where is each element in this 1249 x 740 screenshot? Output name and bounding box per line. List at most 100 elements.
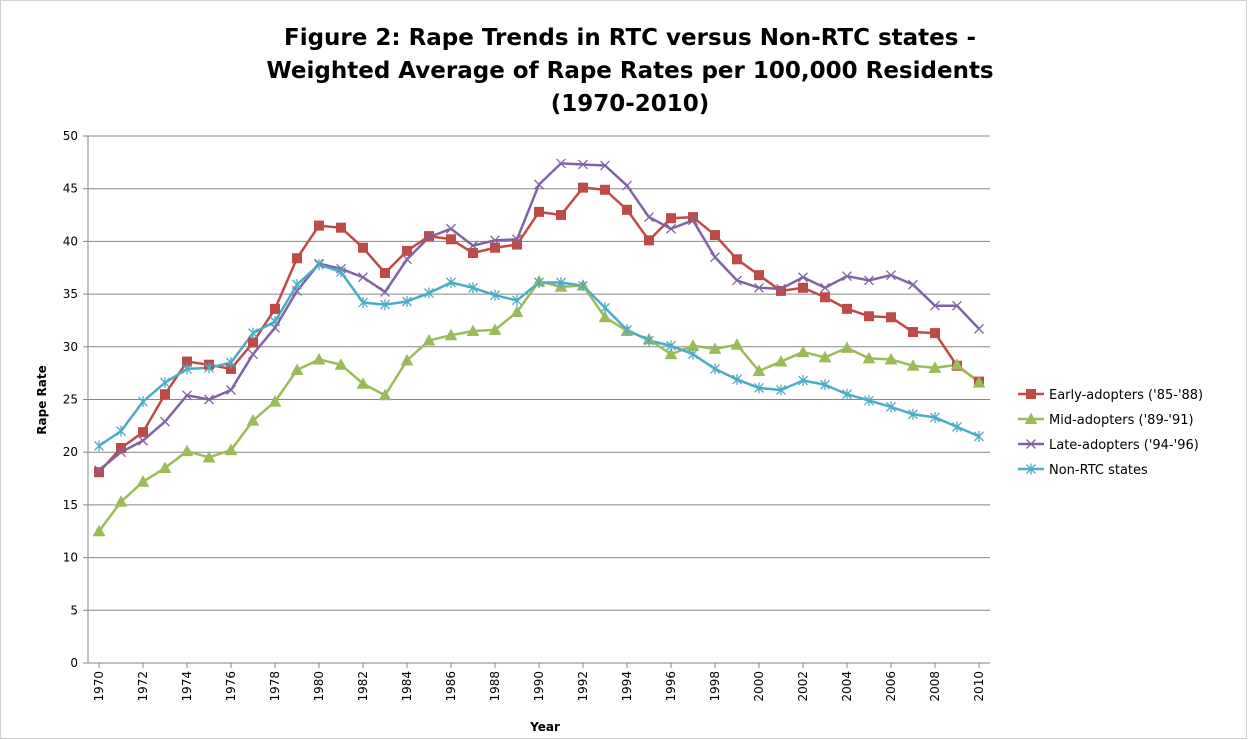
x-tick-label: 1984 [400,671,414,702]
marker [600,160,610,171]
marker [798,272,808,283]
marker [116,425,126,437]
marker [732,275,742,286]
marker [138,427,148,438]
marker [666,223,676,234]
y-tick-label: 20 [63,445,78,459]
y-axis-title: Rape Rate [35,365,49,434]
marker [400,353,414,366]
marker [424,232,434,243]
marker [290,363,304,375]
marker [180,444,194,457]
x-tick-label: 1974 [180,671,194,702]
marker [908,327,918,338]
marker [710,252,720,263]
chart-title: Weighted Average of Rape Rates per 100,0… [266,58,993,84]
marker [466,324,480,336]
marker [688,348,698,360]
marker [402,245,412,256]
marker [908,279,918,290]
marker [928,361,942,373]
marker [116,442,126,453]
marker [358,297,368,309]
marker [226,385,236,395]
y-tick-label: 40 [63,234,78,248]
marker [314,259,324,271]
marker [884,352,898,365]
marker [534,277,544,289]
marker [446,234,456,245]
marker [512,294,522,306]
marker [446,277,456,289]
marker [380,287,390,297]
marker [842,303,852,314]
marker [886,401,896,413]
marker [754,270,764,281]
y-tick-label: 5 [70,603,78,617]
marker [138,435,148,446]
marker [930,328,940,339]
marker [248,337,258,348]
marker [510,305,524,318]
marker [512,239,522,250]
marker [358,272,368,283]
marker [1026,439,1036,449]
x-tick-label: 2006 [884,671,898,702]
marker [886,312,896,323]
marker [666,213,676,224]
marker [774,355,788,367]
marker [402,295,412,307]
x-tick-label: 1978 [268,671,282,702]
marker [886,270,896,281]
marker [974,430,984,442]
x-tick-label: 2004 [840,671,854,702]
marker [270,316,280,328]
x-tick-label: 1980 [312,671,326,702]
legend-label: Mid-adopters ('89-'91) [1049,413,1194,428]
marker [930,300,940,311]
marker [224,443,238,456]
marker [334,358,348,370]
y-tick-label: 30 [63,340,78,354]
legend-label: Non-RTC states [1049,463,1148,478]
chart-title: (1970-2010) [551,91,710,117]
marker [312,352,326,365]
marker [202,450,216,463]
marker [468,247,478,258]
marker [534,179,544,190]
marker [490,289,500,301]
marker [444,328,458,341]
marker [864,311,874,322]
marker [972,376,986,388]
marker [688,212,698,223]
marker [248,327,258,339]
x-tick-label: 1982 [356,671,370,702]
marker [820,282,830,293]
marker [114,495,128,507]
x-tick-label: 1976 [224,671,238,702]
marker [380,299,390,311]
marker [908,408,918,420]
x-tick-label: 1998 [708,671,722,702]
x-tick-label: 1986 [444,671,458,702]
marker [842,388,852,400]
marker [92,524,106,537]
marker [1026,389,1036,399]
marker [578,280,588,292]
marker [160,377,170,389]
marker [688,215,698,226]
marker [666,340,676,352]
marker [600,184,610,195]
x-tick-label: 2002 [796,671,810,702]
marker [754,282,764,293]
marker [840,341,854,353]
marker [730,338,744,350]
legend-label: Early-adopters ('85-'88) [1049,388,1203,403]
marker [158,461,172,474]
marker [622,180,632,191]
x-tick-label: 2010 [972,671,986,702]
marker [622,324,632,336]
x-axis-title: Year [529,720,560,734]
marker [864,395,874,407]
